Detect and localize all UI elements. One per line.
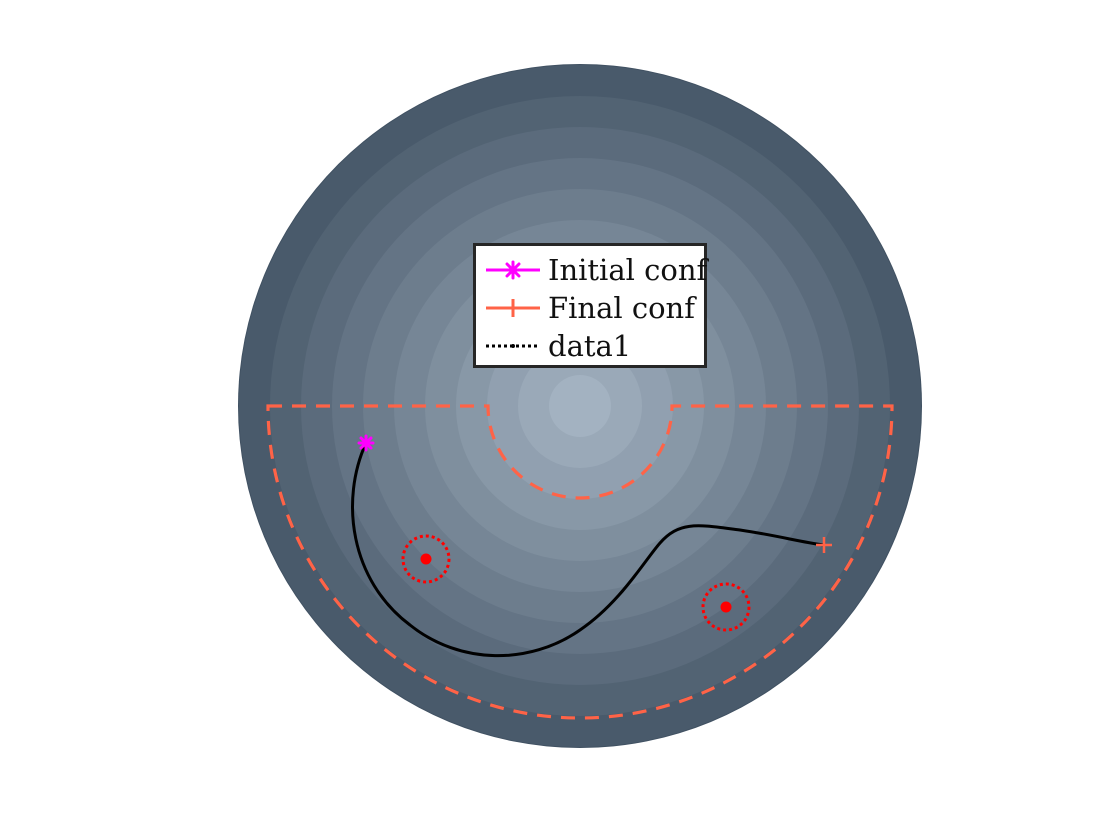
- legend-entry-initial-conf: Initial conf: [476, 250, 708, 290]
- legend-label-data1: data1: [548, 329, 632, 363]
- legend-entry-data1: data1: [476, 326, 704, 366]
- initial-config-marker: [357, 434, 375, 452]
- trajectory-path: [351, 442, 825, 658]
- obstacle-2-center: [720, 601, 732, 613]
- legend: Initial conf Final conf data1: [473, 243, 707, 368]
- dotted-line-icon: [486, 344, 540, 348]
- plus-marker-icon: [486, 299, 540, 317]
- obstacle-1: [401, 534, 451, 584]
- final-config-marker: [816, 537, 832, 553]
- obstacle-1-center: [420, 553, 432, 565]
- boundary-dashed-outline: [266, 404, 894, 720]
- legend-entry-final-conf: Final conf: [476, 288, 704, 328]
- disk-ring: [549, 375, 611, 437]
- asterisk-marker-icon: [486, 260, 540, 280]
- legend-label-final-conf: Final conf: [548, 291, 695, 325]
- obstacle-2: [701, 582, 751, 632]
- legend-label-initial-conf: Initial conf: [548, 253, 708, 287]
